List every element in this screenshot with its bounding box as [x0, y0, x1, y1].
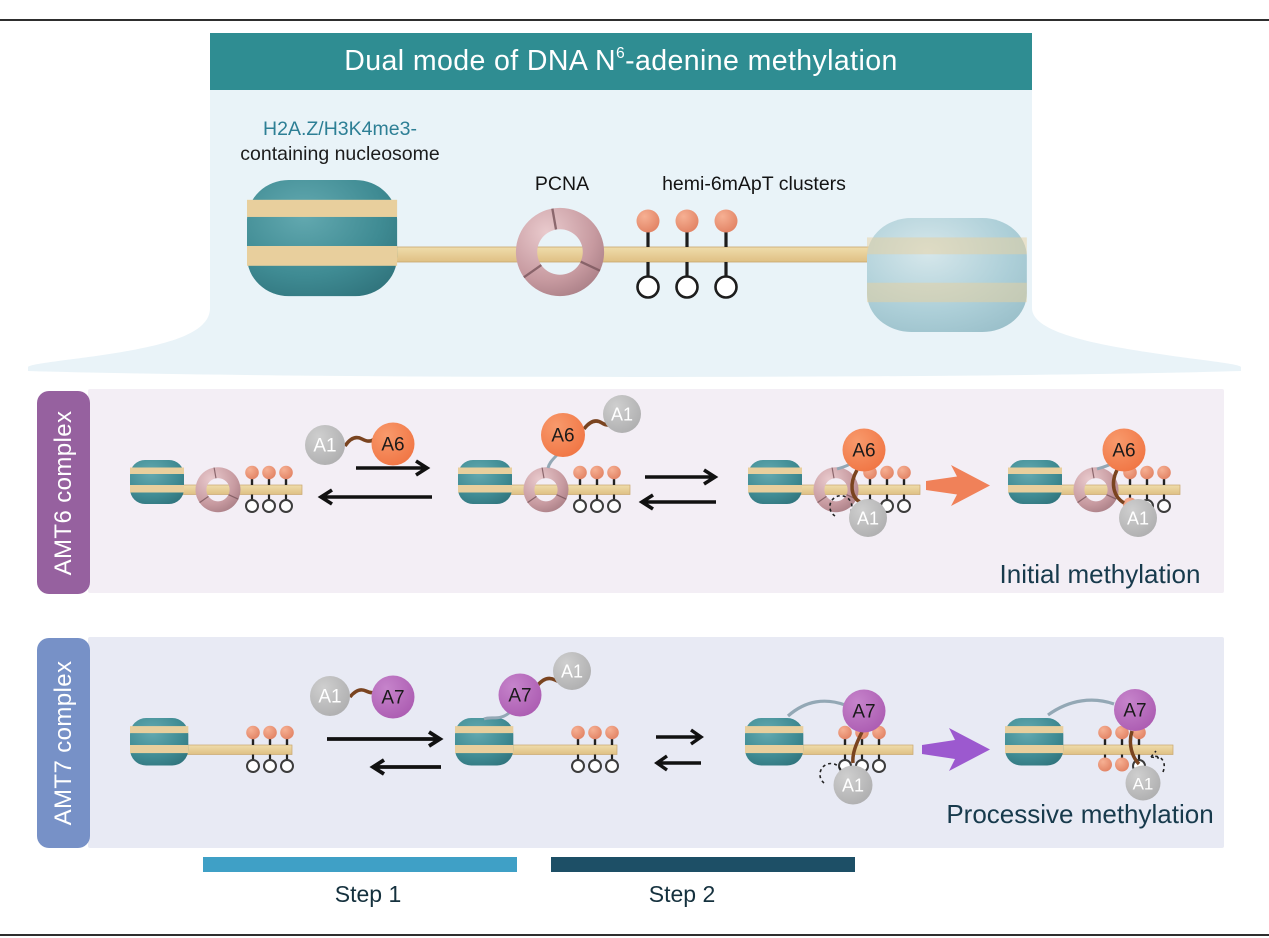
nucleosome-label-line1: H2A.Z/H3K4me3- — [263, 118, 417, 140]
amt7-scene-4: A7 A1 — [1005, 689, 1173, 801]
pcna-label: PCNA — [534, 173, 590, 195]
a7-a1-linker — [851, 731, 864, 764]
a1-protein — [553, 652, 591, 690]
amt6-equilibrium-arrow-1 — [317, 459, 432, 506]
page-title: Dual mode of DNA N6-adenine methylation — [344, 44, 898, 78]
amt7-scene-3: A7 A1 — [745, 689, 913, 805]
a1-protein — [1125, 765, 1161, 801]
a1-protein — [849, 499, 887, 537]
top-panel-skirt — [28, 308, 1241, 377]
amt6-scene-4: A6 A1 — [1008, 428, 1180, 537]
a6-label: A6 — [551, 426, 574, 447]
amt7-panel-bg — [88, 637, 1224, 848]
a6-protein — [1102, 428, 1146, 472]
title-banner: Dual mode of DNA N6-adenine methylation — [210, 33, 1032, 90]
amt6-caption: Initial methylation — [999, 559, 1201, 589]
step1-label: Step 1 — [334, 881, 402, 907]
a1-protein — [310, 676, 350, 716]
a1-label: A1 — [313, 436, 336, 457]
amt7-free-complex: A1 A7 — [310, 675, 415, 719]
a6-protein — [842, 428, 886, 472]
nucleosome-inactive — [867, 218, 1027, 332]
a1-label: A1 — [842, 776, 864, 796]
a6-pcna-tether — [546, 453, 559, 469]
step2-label: Step 2 — [648, 881, 716, 907]
a6-label: A6 — [381, 435, 404, 456]
a7-label: A7 — [508, 686, 531, 707]
a7-label: A7 — [381, 688, 404, 709]
clusters-label: hemi-6mApT clusters — [662, 173, 846, 195]
a1-protein — [603, 395, 641, 433]
a1-protein — [1119, 499, 1157, 537]
nucleosome-legend-label: H2A.Z/H3K4me3- containing nucleosome — [212, 117, 468, 168]
a1-label: A1 — [561, 662, 583, 682]
amt7-caption: Processive methylation — [946, 799, 1214, 829]
a7-protein — [842, 689, 886, 733]
initial-methylation-arrow — [926, 465, 990, 506]
a7-protein — [498, 673, 542, 717]
a1-label: A1 — [318, 687, 341, 708]
nucleosome-active — [247, 180, 398, 297]
a7-nucleosome-tether — [786, 699, 846, 718]
a1-protein — [833, 765, 873, 805]
amt6-scene-3: A6 A1 — [748, 428, 920, 537]
a7-protein — [371, 675, 415, 719]
top-illustration — [247, 180, 1027, 332]
a1-protein — [305, 425, 345, 465]
step2-bar — [551, 857, 855, 872]
a6-a1-linker — [850, 469, 862, 504]
amt6-scene-2: A6 A1 — [458, 395, 641, 514]
amt6-side-tab: AMT6 complex — [37, 391, 90, 594]
a1-label: A1 — [857, 509, 879, 529]
a6-protein — [541, 413, 585, 457]
a7-nucleosome-tether — [1047, 698, 1115, 717]
flip-motion-dashed-arrow — [1150, 750, 1166, 773]
step1-bar — [203, 857, 517, 872]
a1-label: A1 — [1133, 775, 1154, 794]
amt7-equilibrium-arrow-1 — [327, 730, 444, 776]
a7-label: A7 — [852, 702, 875, 723]
a6-label: A6 — [1112, 441, 1135, 462]
a1-label: A1 — [611, 405, 633, 425]
top-rule — [0, 19, 1269, 21]
a1-label: A1 — [1127, 509, 1149, 529]
a7-protein — [1114, 689, 1156, 731]
amt7-equilibrium-arrow-2 — [654, 728, 704, 772]
amt6-equilibrium-arrow-2 — [638, 468, 719, 511]
a6-label: A6 — [852, 441, 875, 462]
a7-a1-linker — [1128, 730, 1141, 766]
bottom-rule — [0, 934, 1269, 936]
amt6-free-complex: A1 A6 — [305, 422, 415, 466]
amt7-side-tab: AMT7 complex — [37, 638, 90, 848]
nucleosome-label-line2: containing nucleosome — [240, 143, 440, 166]
amt7-scene-2: A7 A1 — [455, 652, 619, 774]
amt6-side-label: AMT6 complex — [49, 410, 77, 575]
a7-nucleosome-tether — [483, 711, 510, 721]
amt7-side-label: AMT7 complex — [49, 660, 77, 826]
a6-protein — [371, 422, 415, 466]
a7-label: A7 — [1123, 701, 1146, 722]
processive-methylation-arrow — [922, 728, 990, 771]
a6-a1-linker — [1111, 469, 1126, 505]
title-superscript: 6 — [616, 44, 626, 62]
